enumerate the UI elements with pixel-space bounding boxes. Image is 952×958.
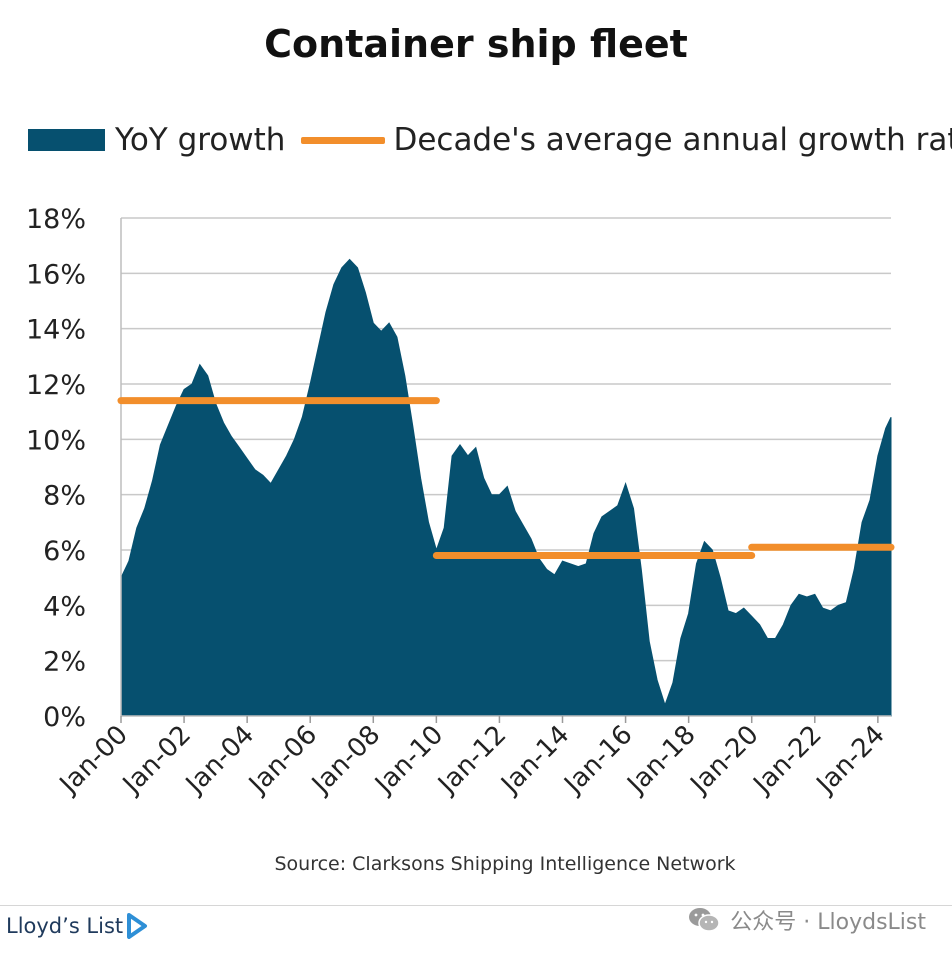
y-tick-label: 16% [26, 259, 86, 290]
y-tick-label: 2% [43, 647, 86, 678]
chart-title: Container ship fleet [264, 22, 688, 66]
x-tick-label: Jan-18 [621, 720, 702, 801]
legend-label-decade-average: Decade's average annual growth rate [393, 122, 952, 158]
x-tick-label: Jan-08 [305, 720, 386, 801]
y-tick-label: 10% [26, 425, 86, 456]
brand-mark-icon [127, 913, 148, 939]
y-tick-label: 4% [43, 591, 86, 622]
legend-label-yoy-growth: YoY growth [115, 122, 286, 158]
y-tick-label: 18% [26, 204, 86, 235]
area-series-yoy-growth [120, 258, 892, 717]
brand-name: Lloyd’s List [6, 914, 124, 938]
x-tick-label: Jan-24 [810, 720, 891, 801]
x-tick-label: Jan-04 [179, 720, 260, 801]
x-tick-label: Jan-06 [242, 720, 323, 801]
wechat-watermark: 公众号 · LloydsList [688, 904, 926, 936]
x-tick-label: Jan-16 [558, 720, 639, 801]
y-tick-label: 14% [26, 315, 86, 346]
legend-swatch-yoy-growth [28, 129, 105, 151]
x-tick-label: Jan-12 [431, 720, 512, 801]
y-tick-label: 0% [43, 702, 86, 733]
brand-logo: Lloyd’s List [6, 913, 148, 939]
x-tick-label: Jan-20 [684, 720, 765, 801]
source-note: Source: Clarksons Shipping Intelligence … [274, 853, 736, 875]
chart-plot: 0%2%4%6%8%10%12%14%16%18%Jan-00Jan-02Jan… [26, 204, 895, 801]
y-tick-label: 6% [43, 536, 86, 567]
watermark-text: 公众号 · LloydsList [730, 910, 926, 935]
x-tick-label: Jan-22 [747, 720, 828, 801]
legend-swatch-decade-average [301, 136, 386, 144]
wechat-icon [689, 908, 721, 932]
chart-legend: YoY growth Decade's average annual growt… [28, 118, 952, 162]
y-tick-label: 8% [43, 481, 86, 512]
y-tick-label: 12% [26, 370, 86, 401]
footer-divider [0, 905, 952, 906]
x-tick-label: Jan-10 [368, 720, 449, 801]
x-tick-label: Jan-02 [116, 720, 197, 801]
x-tick-label: Jan-14 [494, 720, 575, 801]
